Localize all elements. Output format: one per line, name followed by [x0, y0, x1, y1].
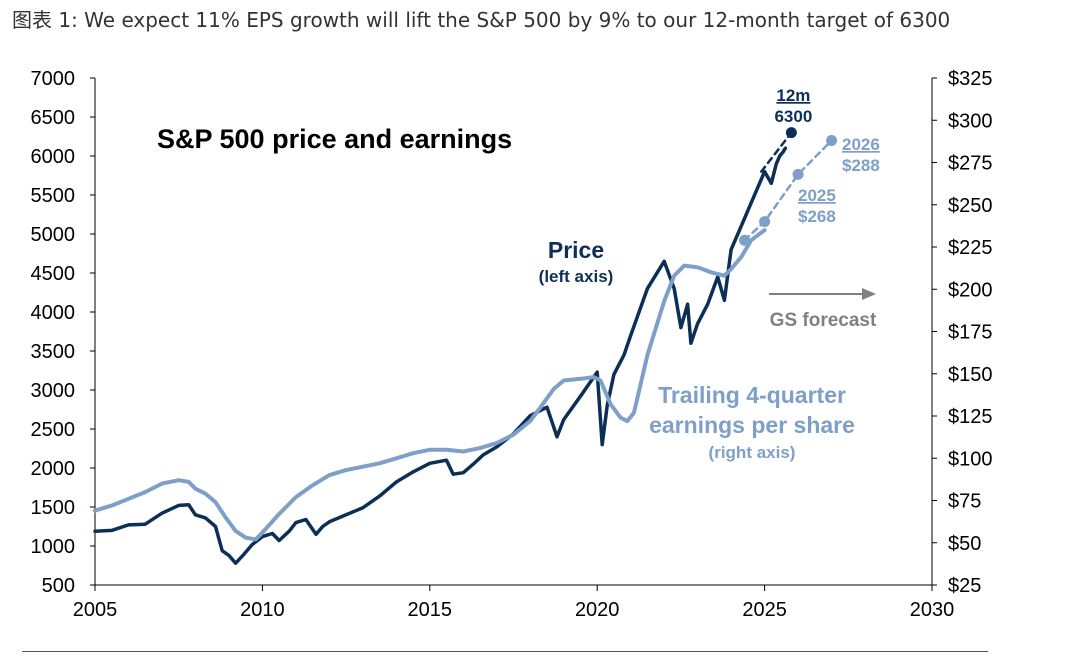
right-tick-label: $175 [948, 322, 993, 344]
chart-labels: 12m 6300 2026 $288 2025 $268 S&P 500 price and… [157, 86, 880, 462]
x-tick-label: 2025 [742, 599, 787, 621]
price-axis-note: (left axis) [539, 267, 614, 286]
forecast-point [785, 127, 797, 139]
price-forecast-line [760, 131, 793, 173]
left-tick-label: 6000 [31, 146, 76, 168]
x-tick-label: 2020 [575, 599, 620, 621]
right-tick-label: $125 [948, 406, 993, 428]
bottom-divider [22, 651, 988, 652]
left-tick-label: 3500 [31, 341, 76, 363]
forecast-2026-value: $288 [842, 156, 880, 175]
chart-series [93, 127, 838, 565]
left-tick-label: 4000 [31, 302, 76, 324]
forecast-2025-label: 2025 [798, 186, 836, 205]
forecast-2025-value: $268 [798, 207, 836, 226]
forecast-point [739, 234, 751, 246]
right-tick-label: $275 [948, 153, 993, 175]
forecast-12m-label: 12m [776, 86, 810, 105]
left-tick-label: 2500 [31, 419, 76, 441]
eps-forecast-line [743, 139, 833, 242]
left-tick-label: 7000 [31, 68, 76, 90]
forecast-point [792, 168, 804, 180]
forecast-2026-label: 2026 [842, 135, 880, 154]
x-tick-label: 2005 [73, 599, 118, 621]
right-tick-label: $225 [948, 237, 993, 259]
forecast-point [826, 135, 838, 147]
forecast-label: GS forecast [770, 310, 877, 331]
right-tick-label: $50 [948, 533, 981, 555]
left-tick-label: 4500 [31, 263, 76, 285]
eps-axis-note: (right axis) [709, 443, 796, 462]
right-tick-label: $250 [948, 195, 993, 217]
left-tick-label: 5000 [31, 224, 76, 246]
forecast-point [759, 216, 771, 228]
right-tick-label: $100 [948, 448, 993, 470]
x-tick-label: 2010 [240, 599, 285, 621]
forecast-arrow-icon [862, 288, 876, 300]
right-tick-label: $325 [948, 68, 993, 90]
right-tick-label: $200 [948, 279, 993, 301]
right-tick-label: $300 [948, 110, 993, 132]
right-tick-label: $150 [948, 364, 993, 386]
left-tick-label: 1500 [31, 497, 76, 519]
left-tick-label: 6500 [31, 107, 76, 129]
figure-caption: 图表 1: We expect 11% EPS growth will lift… [12, 8, 951, 32]
eps-line [93, 228, 767, 542]
x-tick-label: 2015 [408, 599, 453, 621]
eps-series-label-2: earnings per share [649, 412, 855, 438]
chart-axes: 7000 6500 6000 5500 5000 4500 4000 3500 3000 2500… [31, 68, 993, 621]
right-tick-label: $25 [948, 575, 981, 597]
right-tick-label: $75 [948, 491, 981, 513]
left-tick-label: 5500 [31, 185, 76, 207]
eps-series-label-1: Trailing 4-quarter [658, 382, 846, 408]
price-series-label: Price [548, 237, 604, 263]
x-tick-label: 2030 [910, 599, 955, 621]
price-line [93, 146, 788, 565]
chart-title: S&P 500 price and earnings [157, 124, 512, 154]
left-tick-label: 1000 [31, 536, 76, 558]
left-tick-label: 2000 [31, 458, 76, 480]
left-tick-label: 3000 [31, 380, 76, 402]
forecast-12m-value: 6300 [774, 107, 812, 126]
left-tick-label: 500 [42, 575, 75, 597]
